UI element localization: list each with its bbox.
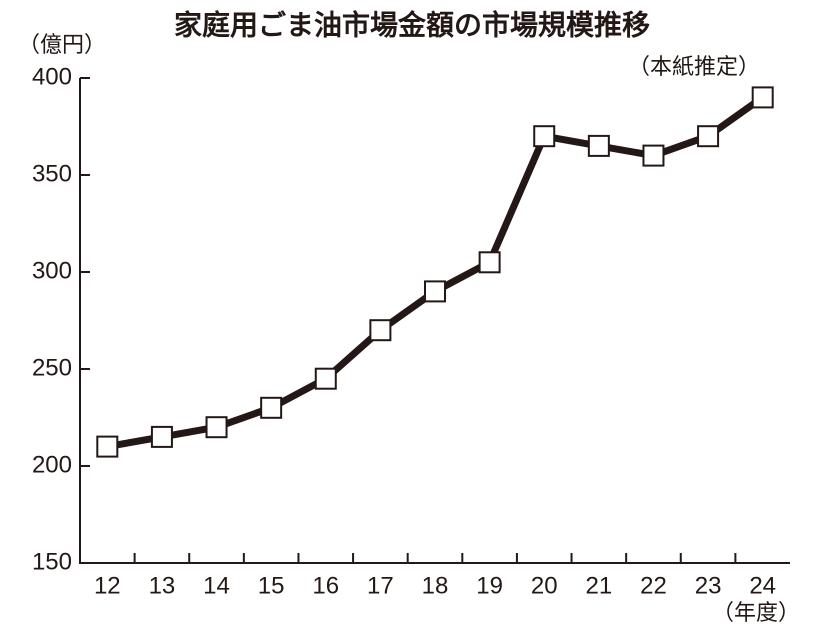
x-tick-label: 14	[203, 572, 230, 599]
x-tick-label: 18	[422, 572, 449, 599]
x-tick-label: 21	[585, 572, 612, 599]
y-tick-label: 300	[32, 257, 72, 284]
marker	[314, 367, 337, 390]
x-tick-label: 17	[367, 572, 394, 599]
x-tick-label: 22	[640, 572, 667, 599]
x-tick-label: 20	[531, 572, 558, 599]
marker	[478, 251, 501, 274]
marker	[533, 125, 556, 148]
x-tick-label: 23	[695, 572, 722, 599]
x-tick-label: 13	[149, 572, 176, 599]
y-tick-label: 200	[32, 451, 72, 478]
y-tick-label: 150	[32, 548, 72, 575]
y-axis-label: （億円）	[18, 32, 106, 57]
note: （本紙推定）	[628, 54, 760, 79]
axis	[79, 78, 790, 564]
x-tick-label: 24	[749, 572, 776, 599]
marker	[96, 435, 119, 458]
y-tick-label: 250	[32, 354, 72, 381]
x-tick-label: 16	[312, 572, 339, 599]
x-tick-label: 12	[94, 572, 121, 599]
marker	[260, 396, 283, 419]
marker	[587, 134, 610, 157]
marker	[369, 319, 392, 342]
x-axis-label: （年度）	[712, 600, 800, 625]
x-tick-label: 19	[476, 572, 503, 599]
marker	[150, 425, 173, 448]
marker	[205, 416, 228, 439]
marker	[424, 280, 446, 303]
y-tick-label: 350	[32, 160, 72, 187]
chart-title: 家庭用ごま油市場金額の市場規模推移	[174, 8, 650, 40]
marker	[751, 86, 774, 109]
marker	[697, 125, 720, 148]
x-tick-label: 15	[258, 572, 285, 599]
marker	[642, 144, 665, 167]
y-tick-label: 400	[32, 63, 72, 90]
